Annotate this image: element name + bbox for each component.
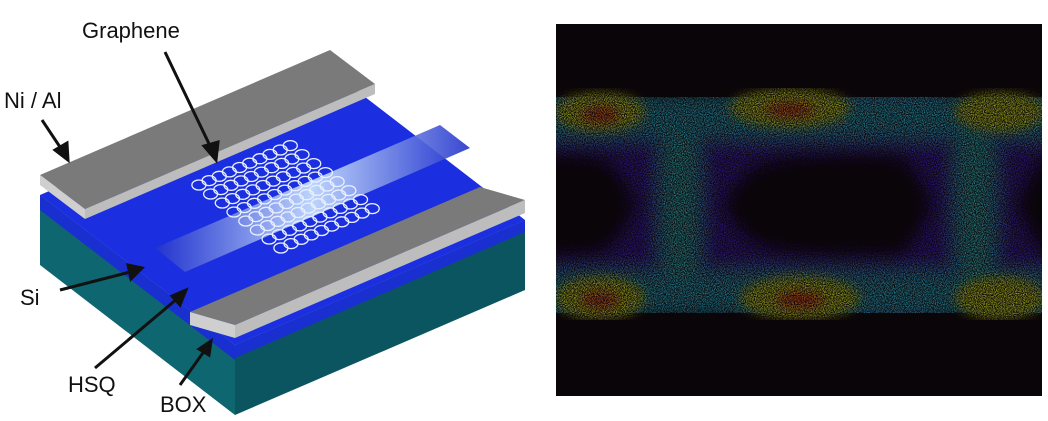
eye-diagram [540,24,1048,396]
label-ni-al: Ni / Al [4,88,61,113]
label-graphene: Graphene [82,18,180,43]
label-hsq: HSQ [68,372,116,397]
arrow-ni-al [42,120,62,150]
arrowhead [55,143,68,160]
figure: Graphene Ni / Al Si HSQ BOX [0,0,1048,416]
label-si: Si [20,285,40,310]
device-schematic: Graphene Ni / Al Si HSQ BOX [4,18,525,416]
label-box: BOX [160,392,207,416]
